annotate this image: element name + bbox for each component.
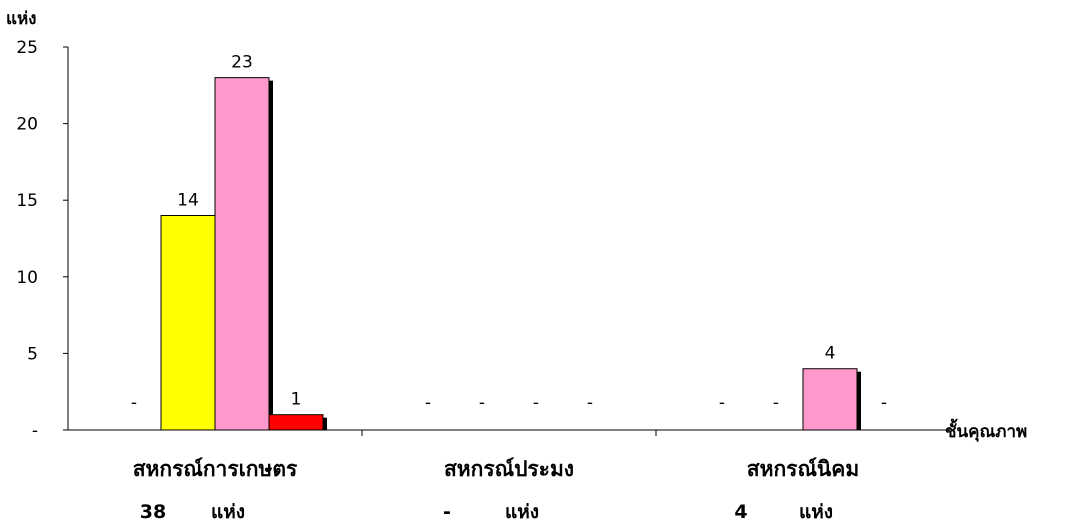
category-count: 38	[140, 501, 166, 523]
data-label: -	[587, 393, 593, 413]
data-label: -	[131, 393, 137, 413]
data-labels: - 14 23 1 - - - - - - 4 -	[131, 53, 887, 413]
data-label: -	[479, 393, 485, 413]
data-label: -	[425, 393, 431, 413]
bar	[214, 77, 270, 431]
bar	[268, 414, 324, 431]
category-label: สหกรณ์นิคม	[747, 457, 859, 481]
y-tick-label: 10	[16, 268, 38, 288]
data-label: 4	[825, 344, 836, 364]
y-tick-label: 20	[16, 115, 38, 135]
bar	[802, 368, 858, 431]
data-label: 14	[177, 191, 199, 211]
data-label: -	[881, 393, 887, 413]
data-label: -	[533, 393, 539, 413]
bar	[160, 215, 216, 431]
bars	[160, 77, 861, 431]
category-count: -	[443, 501, 451, 523]
category-label: สหกรณ์ประมง	[444, 457, 574, 481]
y-tick-labels: - 5 10 15 20 25	[16, 38, 38, 441]
category-count-unit: แห่ง	[799, 501, 833, 523]
data-label: 1	[291, 390, 302, 410]
data-label: -	[773, 393, 779, 413]
category-label: สหกรณ์การเกษตร	[133, 457, 298, 481]
y-tick-label: 15	[16, 191, 38, 211]
x-axis-title: ชั้นคุณภาพ	[945, 418, 1027, 442]
y-tick-label: 25	[16, 38, 38, 58]
y-tick-label: -	[32, 421, 38, 441]
category-labels: สหกรณ์การเกษตร 38 แห่ง สหกรณ์ประมง - แห่ง สหกร…	[133, 457, 859, 523]
data-label: -	[719, 393, 725, 413]
category-count-unit: แห่ง	[505, 501, 539, 523]
data-label: 23	[231, 53, 253, 73]
y-axis-title: แห่ง	[6, 9, 36, 29]
category-count: 4	[734, 501, 747, 523]
y-tick-label: 5	[27, 344, 38, 364]
category-count-unit: แห่ง	[211, 501, 245, 523]
